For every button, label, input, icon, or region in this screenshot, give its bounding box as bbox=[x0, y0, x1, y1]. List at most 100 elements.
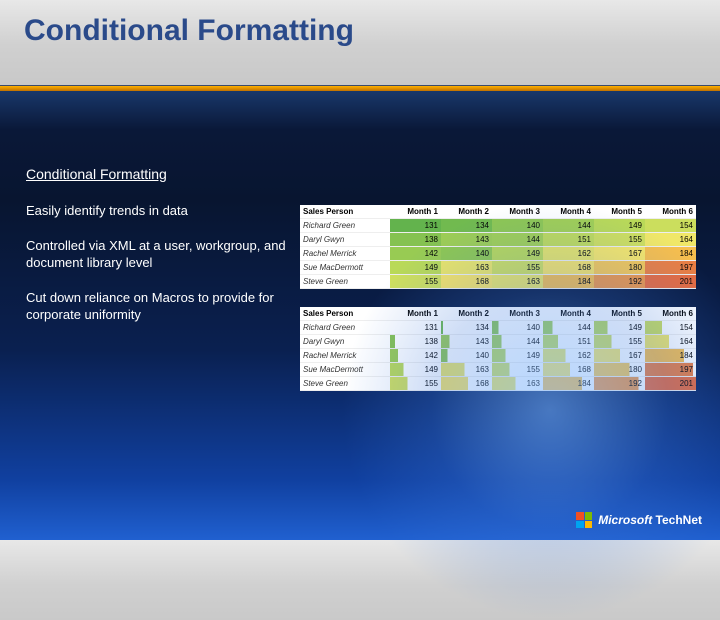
heatmap-table-full: Sales PersonMonth 1Month 2Month 3Month 4… bbox=[300, 205, 696, 289]
data-cell: 144 bbox=[492, 233, 543, 247]
data-cell: 149 bbox=[492, 349, 543, 363]
table-row: Sue MacDermott149163155168180197 bbox=[300, 261, 696, 275]
data-cell: 162 bbox=[543, 349, 594, 363]
data-cell: 164 bbox=[645, 335, 696, 349]
data-cell: 155 bbox=[594, 335, 645, 349]
data-cell: 168 bbox=[441, 275, 492, 289]
bullet-1: Easily identify trends in data bbox=[26, 203, 286, 220]
data-cell: 184 bbox=[543, 275, 594, 289]
data-cell: 131 bbox=[390, 219, 441, 233]
data-cell: 131 bbox=[390, 321, 441, 335]
data-cell: 154 bbox=[645, 219, 696, 233]
data-cell: 163 bbox=[492, 377, 543, 391]
data-cell: 149 bbox=[492, 247, 543, 261]
col-header: Month 3 bbox=[492, 307, 543, 321]
col-header: Month 5 bbox=[594, 205, 645, 219]
data-cell: 163 bbox=[441, 363, 492, 377]
data-cell: 155 bbox=[594, 233, 645, 247]
data-cell: 180 bbox=[594, 261, 645, 275]
example-tables: Sales PersonMonth 1Month 2Month 3Month 4… bbox=[300, 205, 696, 409]
col-header: Month 3 bbox=[492, 205, 543, 219]
table-row: Sue MacDermott149163155168180197 bbox=[300, 363, 696, 377]
data-cell: 143 bbox=[441, 335, 492, 349]
data-cell: 134 bbox=[441, 321, 492, 335]
col-header: Month 5 bbox=[594, 307, 645, 321]
data-cell: 184 bbox=[645, 349, 696, 363]
col-header: Month 4 bbox=[543, 205, 594, 219]
data-cell: 144 bbox=[492, 335, 543, 349]
row-label: Sue MacDermott bbox=[300, 363, 390, 377]
table-row: Steve Green155168163184192201 bbox=[300, 275, 696, 289]
data-cell: 149 bbox=[594, 321, 645, 335]
data-cell: 155 bbox=[492, 261, 543, 275]
data-cell: 154 bbox=[645, 321, 696, 335]
data-cell: 201 bbox=[645, 377, 696, 391]
col-header: Month 2 bbox=[441, 205, 492, 219]
section-subhead: Conditional Formatting bbox=[26, 165, 286, 183]
data-cell: 184 bbox=[645, 247, 696, 261]
row-label: Steve Green bbox=[300, 377, 390, 391]
data-cell: 162 bbox=[543, 247, 594, 261]
data-cell: 151 bbox=[543, 233, 594, 247]
data-cell: 138 bbox=[390, 233, 441, 247]
data-cell: 168 bbox=[543, 261, 594, 275]
data-cell: 163 bbox=[492, 275, 543, 289]
body-text: Conditional Formatting Easily identify t… bbox=[26, 165, 286, 342]
table-row: Richard Green131134140144149154 bbox=[300, 321, 696, 335]
row-label: Rachel Merrick bbox=[300, 349, 390, 363]
data-cell: 149 bbox=[390, 261, 441, 275]
data-cell: 184 bbox=[543, 377, 594, 391]
brand-text: Microsoft TechNet bbox=[598, 513, 702, 527]
data-cell: 163 bbox=[441, 261, 492, 275]
data-cell: 143 bbox=[441, 233, 492, 247]
data-cell: 192 bbox=[594, 377, 645, 391]
table-row: Rachel Merrick142140149162167184 bbox=[300, 247, 696, 261]
row-label: Daryl Gwyn bbox=[300, 335, 390, 349]
data-cell: 149 bbox=[594, 219, 645, 233]
heatmap-table-databar: Sales PersonMonth 1Month 2Month 3Month 4… bbox=[300, 307, 696, 391]
col-header: Month 1 bbox=[390, 307, 441, 321]
data-cell: 167 bbox=[594, 349, 645, 363]
microsoft-logo-icon bbox=[576, 512, 592, 528]
data-cell: 149 bbox=[390, 363, 441, 377]
data-cell: 142 bbox=[390, 349, 441, 363]
table-row: Daryl Gwyn138143144151155164 bbox=[300, 233, 696, 247]
data-cell: 192 bbox=[594, 275, 645, 289]
data-cell: 142 bbox=[390, 247, 441, 261]
row-label: Richard Green bbox=[300, 321, 390, 335]
data-cell: 144 bbox=[543, 321, 594, 335]
col-header: Month 6 bbox=[645, 307, 696, 321]
data-cell: 140 bbox=[441, 349, 492, 363]
data-cell: 168 bbox=[543, 363, 594, 377]
bullet-3: Cut down reliance on Macros to provide f… bbox=[26, 290, 286, 324]
col-header: Sales Person bbox=[300, 205, 390, 219]
data-cell: 140 bbox=[441, 247, 492, 261]
row-label: Steve Green bbox=[300, 275, 390, 289]
data-cell: 167 bbox=[594, 247, 645, 261]
table-row: Rachel Merrick142140149162167184 bbox=[300, 349, 696, 363]
slide-title: Conditional Formatting bbox=[24, 14, 354, 48]
data-cell: 144 bbox=[543, 219, 594, 233]
data-cell: 201 bbox=[645, 275, 696, 289]
data-cell: 197 bbox=[645, 363, 696, 377]
col-header: Month 6 bbox=[645, 205, 696, 219]
data-cell: 140 bbox=[492, 321, 543, 335]
bullet-2: Controlled via XML at a user, workgroup,… bbox=[26, 238, 286, 272]
row-label: Sue MacDermott bbox=[300, 261, 390, 275]
data-cell: 140 bbox=[492, 219, 543, 233]
table-row: Richard Green131134140144149154 bbox=[300, 219, 696, 233]
row-label: Richard Green bbox=[300, 219, 390, 233]
data-cell: 138 bbox=[390, 335, 441, 349]
data-cell: 151 bbox=[543, 335, 594, 349]
col-header: Month 2 bbox=[441, 307, 492, 321]
data-cell: 168 bbox=[441, 377, 492, 391]
data-cell: 155 bbox=[492, 363, 543, 377]
data-cell: 155 bbox=[390, 377, 441, 391]
data-cell: 197 bbox=[645, 261, 696, 275]
data-cell: 134 bbox=[441, 219, 492, 233]
footer-brand: Microsoft TechNet bbox=[576, 512, 702, 528]
data-cell: 155 bbox=[390, 275, 441, 289]
table-row: Steve Green155168163184192201 bbox=[300, 377, 696, 391]
col-header: Sales Person bbox=[300, 307, 390, 321]
accent-stripe bbox=[0, 85, 720, 91]
